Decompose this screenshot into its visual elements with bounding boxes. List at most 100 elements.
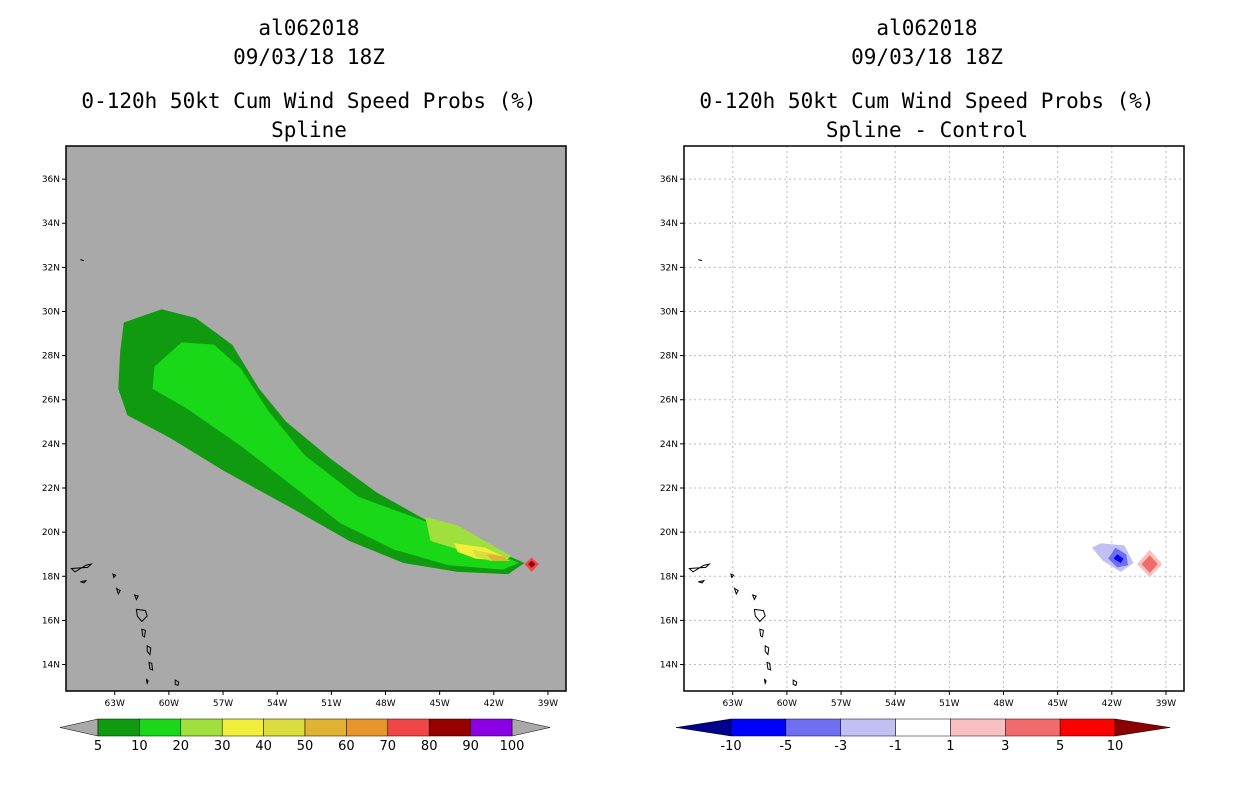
x-tick-label: 48W [993,699,1013,709]
x-tick-label: 45W [1047,699,1067,709]
coastline [792,679,798,687]
colorbar-high-arrow [1114,718,1171,737]
y-tick-label: 20N [660,528,678,538]
contour-80-90 [528,560,536,568]
right-subtitle: Spline - Control [825,118,1029,142]
contour-10-20 [152,342,520,570]
x-tick-label: 42W [484,699,504,709]
colorbar-swatch [730,718,787,737]
contour-20-30 [425,516,512,561]
x-tick-label: 42W [1102,699,1122,709]
left-storm-id: al062018 [258,16,360,40]
coastline [112,573,117,579]
coastline [756,705,759,708]
coastline [763,678,767,686]
colorbar-label: 1 [946,739,954,754]
colorbar-swatch [840,718,896,737]
coastline [688,563,711,573]
x-tick-label: 60W [159,699,179,709]
coastline [145,678,149,686]
colorbar-swatch [1005,718,1061,737]
y-tick-label: 22N [42,484,60,494]
colorbar-label: 70 [380,739,397,754]
coastline [146,644,152,656]
y-tick-label: 22N [660,484,678,494]
colorbar-swatch [470,718,513,737]
y-tick-label: 26N [660,396,678,406]
y-tick-label: 18N [660,572,678,582]
x-tick-label: 39W [1156,699,1176,709]
coastline [174,679,180,687]
y-tick-label: 28N [660,352,678,362]
right-storm-id: al062018 [876,16,978,40]
colorbar-label: 50 [297,739,314,754]
colorbar-label: -10 [720,739,741,754]
x-tick-label: 60W [777,699,797,709]
x-tick-label: 54W [885,699,905,709]
y-tick-label: 32N [660,263,678,273]
contour-layer-0 [70,259,539,708]
x-tick-label: 48W [375,699,395,709]
y-tick-label: 26N [42,396,60,406]
x-tick-label: 63W [723,699,743,709]
colorbar-label: 20 [173,739,190,754]
colorbar-label: 40 [255,739,272,754]
colorbar-label: -1 [889,739,902,754]
y-tick-label: 28N [42,352,60,362]
colorbar-label: 5 [94,739,102,754]
coastline [135,608,148,623]
contour-layer-1 [684,146,1184,708]
colorbar-swatch [263,718,306,737]
coastline [753,608,766,623]
y-tick-label: 36N [660,175,678,185]
left-title: 0-120h 50kt Cum Wind Speed Probs (%) [81,89,537,113]
colorbar-swatch [950,718,1006,737]
left-chart-title: al062018 09/03/18 18Z 0-120h 50kt Cum Wi… [0,14,618,145]
coastline [80,259,85,262]
contour--10_-5 [1113,554,1124,563]
coastline [751,594,757,601]
right-title: 0-120h 50kt Cum Wind Speed Probs (%) [699,89,1155,113]
colorbar-label: 3 [1001,739,1009,754]
colorbar-swatch [346,718,389,737]
y-tick-label: 24N [660,440,678,450]
colorbar-low-arrow [59,718,99,737]
colorbar-swatch [895,718,951,737]
plot-frame-0 [65,145,567,692]
coastline [141,628,146,638]
colorbar-swatch [180,718,223,737]
colorbar-swatch [785,718,841,737]
x-tick-label: 39W [538,699,558,709]
colorbar-label: 90 [462,739,479,754]
right-datetime: 09/03/18 18Z [851,45,1003,69]
colorbar-label: -3 [834,739,847,754]
contour-3_5 [1141,555,1158,573]
coastline [138,705,141,708]
colorbar-label: 30 [214,739,231,754]
colorbar-swatch [221,718,264,737]
x-tick-label: 63W [105,699,125,709]
plot-frame-1 [683,145,1185,692]
coastline [764,644,770,656]
coastline [148,661,154,671]
colorbar-high-arrow [511,718,551,737]
contour-50-60 [486,554,509,561]
y-tick-label: 24N [42,440,60,450]
plot-background-1 [684,146,1184,691]
coastline [115,587,121,596]
colorbar-label: 80 [421,739,438,754]
colorbar-swatch [139,718,182,737]
colorbar-label: -5 [779,739,792,754]
left-datetime: 09/03/18 18Z [233,45,385,69]
y-tick-label: 34N [660,219,678,229]
coastline [698,579,706,584]
left-subtitle: Spline [271,118,347,142]
x-tick-label: 54W [267,699,287,709]
y-tick-label: 16N [660,616,678,626]
colorbar-label: 60 [338,739,355,754]
y-tick-label: 30N [660,307,678,317]
y-tick-label: 18N [42,572,60,582]
colorbar-label: 100 [500,739,525,754]
coastline [70,563,93,573]
